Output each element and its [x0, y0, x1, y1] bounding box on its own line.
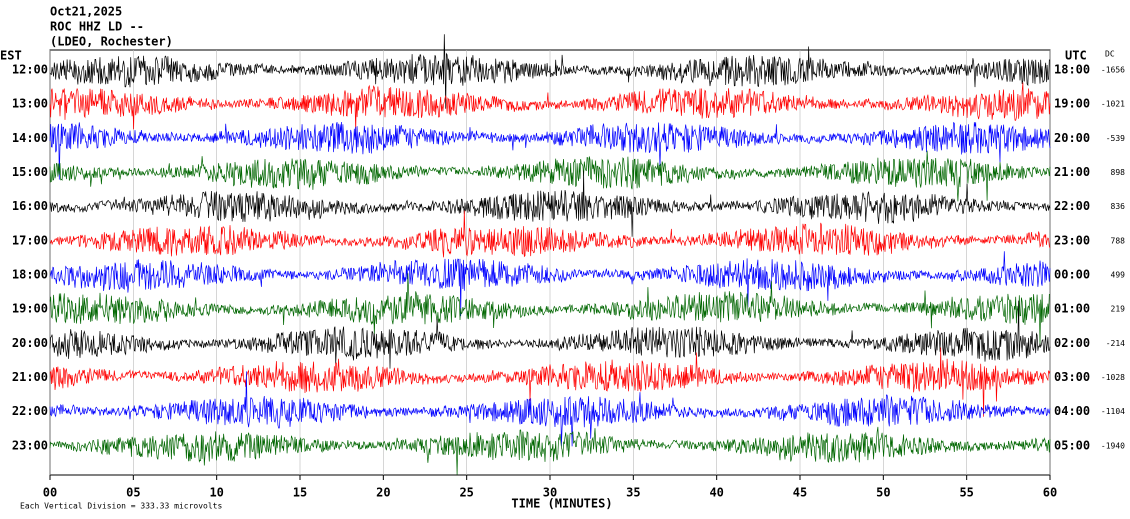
utc-label: 03:00: [1054, 370, 1090, 384]
x-tick-label: 05: [126, 486, 140, 500]
dc-label: 499: [1111, 271, 1126, 280]
dc-title: DC: [1105, 50, 1115, 59]
est-label: 20:00: [12, 336, 48, 350]
x-tick-label: 45: [793, 486, 807, 500]
x-tick-label: 15: [293, 486, 307, 500]
trace: [49, 150, 1051, 202]
trace: [49, 121, 1051, 180]
trace: [49, 426, 1051, 475]
x-tick-label: 40: [709, 486, 723, 500]
dc-label: -214: [1106, 339, 1125, 348]
x-tick-label: 10: [209, 486, 223, 500]
utc-label: 02:00: [1054, 336, 1090, 350]
date: Oct21,2025: [50, 5, 122, 19]
dc-label: -539: [1106, 134, 1125, 143]
trace: [49, 371, 1051, 447]
right-axis-title: UTC: [1065, 49, 1087, 63]
est-label: 18:00: [12, 268, 48, 282]
dc-label: 898: [1111, 168, 1126, 177]
trace: [49, 34, 1051, 109]
x-tick-label: 25: [459, 486, 473, 500]
utc-label: 04:00: [1054, 404, 1090, 418]
est-label: 19:00: [12, 302, 48, 316]
x-tick-label: 20: [376, 486, 390, 500]
utc-label: 22:00: [1054, 199, 1090, 213]
est-label: 23:00: [12, 438, 48, 452]
x-tick-label: 50: [876, 486, 890, 500]
x-tick-label: 60: [1043, 486, 1057, 500]
dc-label: 836: [1111, 202, 1126, 211]
dc-label: -1021: [1101, 100, 1125, 109]
est-label: 17:00: [12, 233, 48, 247]
trace: [49, 210, 1051, 258]
est-label: 15:00: [12, 165, 48, 179]
dc-label: 219: [1111, 305, 1126, 314]
utc-label: 21:00: [1054, 165, 1090, 179]
x-tick-label: 00: [43, 486, 57, 500]
est-label: 12:00: [12, 63, 48, 77]
est-label: 21:00: [12, 370, 48, 384]
x-tick-label: 35: [626, 486, 640, 500]
est-label: 22:00: [12, 404, 48, 418]
dc-label: -1940: [1101, 441, 1125, 450]
est-label: 14:00: [12, 131, 48, 145]
trace: [49, 82, 1051, 132]
station: ROC HHZ LD --: [50, 20, 144, 34]
utc-label: 20:00: [1054, 131, 1090, 145]
utc-label: 18:00: [1054, 63, 1090, 77]
utc-label: 00:00: [1054, 268, 1090, 282]
est-label: 13:00: [12, 97, 48, 111]
utc-label: 01:00: [1054, 302, 1090, 316]
dc-label: 788: [1111, 236, 1126, 245]
trace: [49, 300, 1051, 369]
x-tick-label: 55: [959, 486, 973, 500]
dc-label: -1028: [1101, 373, 1125, 382]
utc-label: 23:00: [1054, 233, 1090, 247]
trace: [49, 347, 1051, 417]
dc-label: -1104: [1101, 407, 1125, 416]
x-axis-title: TIME (MINUTES): [511, 497, 612, 511]
dc-label: -1656: [1101, 66, 1125, 75]
trace: [49, 170, 1051, 237]
trace: [49, 273, 1051, 347]
utc-label: 05:00: [1054, 438, 1090, 452]
left-axis-title: EST: [0, 49, 22, 63]
utc-label: 19:00: [1054, 97, 1090, 111]
trace: [49, 251, 1051, 317]
x-tick-label: 30: [543, 486, 557, 500]
network: (LDEO, Rochester): [50, 35, 173, 49]
est-label: 16:00: [12, 199, 48, 213]
footer: Each Vertical Division = 333.33 microvol…: [20, 502, 222, 511]
